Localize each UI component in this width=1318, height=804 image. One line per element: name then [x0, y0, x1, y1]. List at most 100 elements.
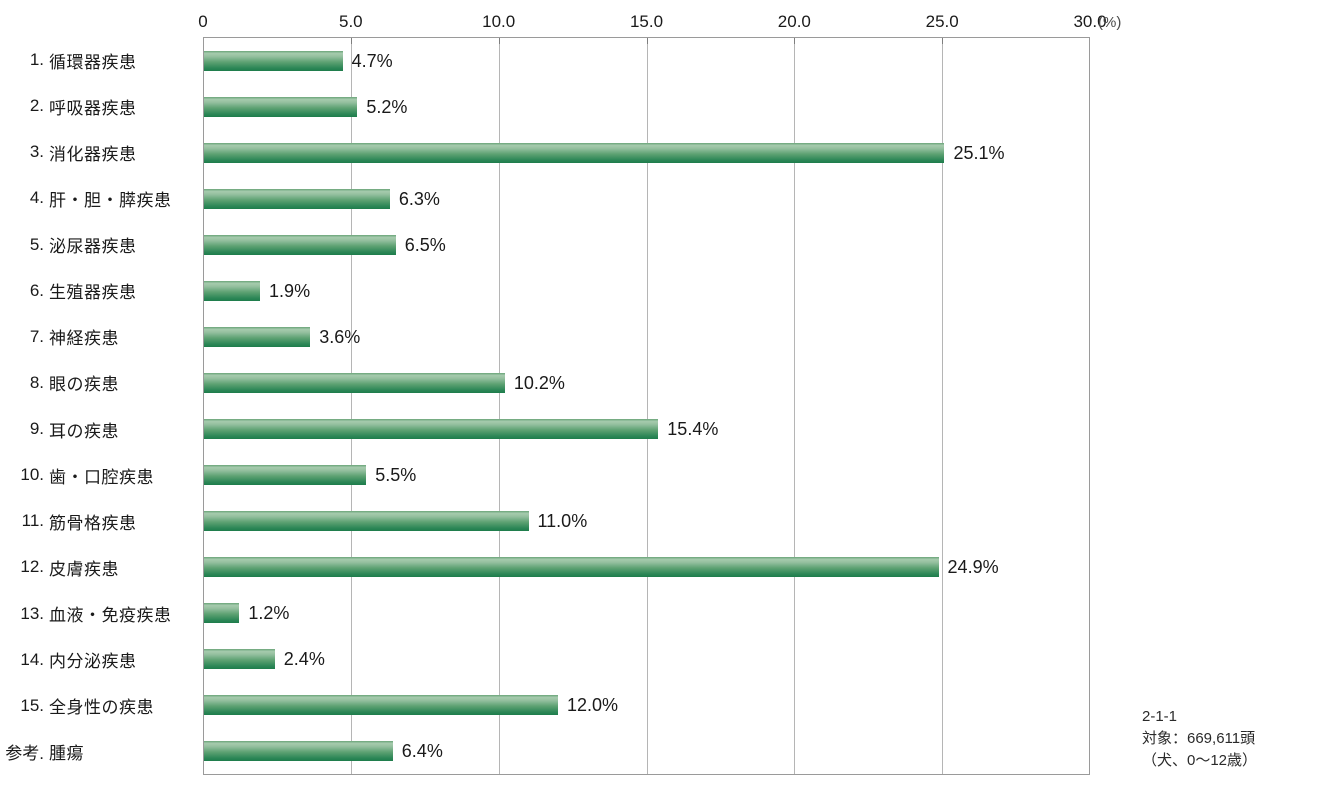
category-row: 3. 消化器疾患 [0, 129, 197, 175]
gridline [941, 38, 943, 774]
category-number: 1. [29, 50, 44, 70]
bar [204, 189, 390, 209]
chart-row: 1.2% [204, 590, 1089, 636]
population-note: （犬、0～12歳） [1142, 752, 1258, 769]
category-row: 12. 皮膚疾患 [0, 544, 197, 590]
gridline [351, 38, 353, 774]
category-name: 肝・胆・膵疾患 [49, 190, 172, 210]
category-number: 14. [20, 649, 44, 669]
chart-row: 5.2% [204, 84, 1089, 130]
gridline [646, 38, 648, 774]
bar [204, 97, 358, 117]
chart-row: 4.7% [204, 38, 1089, 84]
category-number: 8. [29, 372, 44, 392]
bar-value-label: 1.9% [269, 281, 311, 301]
chart-row: 5.5% [204, 452, 1089, 498]
bar-value-label: 4.7% [351, 51, 393, 71]
chart-row: 12.0% [204, 682, 1089, 728]
category-number: 2. [29, 96, 44, 116]
category-row: 9. 耳の疾患 [0, 406, 197, 452]
chart-row: 25.1% [204, 130, 1089, 176]
bar [204, 281, 261, 301]
category-name: 全身性の疾患 [49, 698, 154, 718]
x-axis-tick-label: 15.0 [629, 12, 664, 31]
x-axis-tick-label: 30.0 [1073, 12, 1107, 31]
category-row: 8. 眼の疾患 [0, 360, 197, 406]
category-number: 7. [29, 326, 44, 346]
bar [204, 511, 529, 531]
x-axis-tick-label: 10.0 [482, 12, 516, 31]
axis-tick-mark [351, 38, 353, 44]
category-name: 歯・口腔疾患 [49, 467, 154, 487]
x-axis-tick-label: 25.0 [925, 12, 959, 31]
bar [204, 373, 505, 393]
chart-row: 6.5% [204, 222, 1089, 268]
chart-row: 3.6% [204, 314, 1089, 360]
category-row: 1. 循環器疾患 [0, 37, 197, 83]
axis-tick-mark [793, 38, 795, 44]
x-axis: 0 5.0 10.0 15.0 20.0 25.0 30.0 [0, 12, 1318, 36]
bar [204, 419, 659, 439]
category-name: 耳の疾患 [49, 421, 119, 441]
bar [204, 465, 367, 485]
category-name: 循環器疾患 [49, 52, 137, 72]
category-number: 9. [29, 419, 44, 439]
bar-value-label: 6.4% [401, 741, 443, 761]
bar-value-label: 2.4% [283, 649, 325, 669]
category-label-column: 1. 循環器疾患 2. 呼吸器疾患 3. 消化器疾患 4. 肝・胆・膵疾患 5. 泌尿器疾患 6. 生… [0, 37, 197, 775]
bar-value-label: 6.5% [404, 235, 446, 255]
category-row: 15. 全身性の疾患 [0, 683, 197, 729]
axis-tick-mark [941, 38, 943, 44]
category-number: 11. [21, 511, 44, 531]
axis-tick-mark [498, 38, 500, 44]
bar-value-label: 5.2% [366, 97, 408, 117]
category-row: 14. 内分泌疾患 [0, 637, 197, 683]
plot-area: 4.7% 5.2% 25.1% 6.3% 6.5% 1.9% 3.6% 10.2% 15.4% 5… [203, 37, 1090, 775]
bar [204, 327, 311, 347]
bar [204, 51, 343, 71]
category-number: 10. [20, 465, 44, 485]
category-number: 12. [20, 557, 44, 577]
bar [204, 695, 558, 715]
bar-value-label: 12.0% [567, 695, 619, 715]
footnote: 2-1-1 対象：669,611頭 （犬、0～12歳） [1142, 706, 1257, 772]
category-number: 5. [29, 234, 44, 254]
category-row: 6. 生殖器疾患 [0, 268, 197, 314]
bar-value-label: 10.2% [513, 373, 565, 393]
x-axis-tick-label: 20.0 [777, 12, 811, 31]
chart-row: 24.9% [204, 544, 1089, 590]
bar-value-label: 25.1% [953, 143, 1005, 163]
bar-rows: 4.7% 5.2% 25.1% 6.3% 6.5% 1.9% 3.6% 10.2% 15.4% 5… [204, 38, 1089, 774]
bar-value-label: 11.0% [537, 511, 588, 531]
bar [204, 557, 939, 577]
chart-row: 2.4% [204, 636, 1089, 682]
sample-size-note: 対象：669,611頭 [1142, 730, 1256, 747]
category-name: 生殖器疾患 [49, 283, 137, 303]
figure-number: 2-1-1 [1142, 708, 1178, 725]
chart-row: 6.4% [204, 728, 1089, 774]
category-name: 内分泌疾患 [49, 652, 137, 672]
chart-row: 6.3% [204, 176, 1089, 222]
bar-value-label: 24.9% [947, 557, 999, 577]
category-number: 4. [29, 188, 44, 208]
category-number: 3. [29, 142, 44, 162]
category-number: 参考. [5, 744, 44, 764]
category-row: 10. 歯・口腔疾患 [0, 452, 197, 498]
category-name: 血液・免疫疾患 [49, 606, 172, 626]
gridline [793, 38, 795, 774]
category-name: 筋骨格疾患 [49, 513, 137, 533]
category-row: 7. 神経疾患 [0, 314, 197, 360]
category-row: 11. 筋骨格疾患 [0, 498, 197, 544]
category-row: 4. 肝・胆・膵疾患 [0, 175, 197, 221]
category-row: 13. 血液・免疫疾患 [0, 591, 197, 637]
category-row: 2. 呼吸器疾患 [0, 83, 197, 129]
category-name: 腫瘍 [49, 744, 84, 764]
bar [204, 603, 240, 623]
category-row: 5. 泌尿器疾患 [0, 222, 197, 268]
category-name: 呼吸器疾患 [49, 98, 137, 118]
chart-row: 11.0% [204, 498, 1089, 544]
bar-value-label: 15.4% [667, 419, 719, 439]
bar-value-label: 3.6% [319, 327, 361, 347]
category-row: 参考. 腫瘍 [0, 729, 197, 775]
